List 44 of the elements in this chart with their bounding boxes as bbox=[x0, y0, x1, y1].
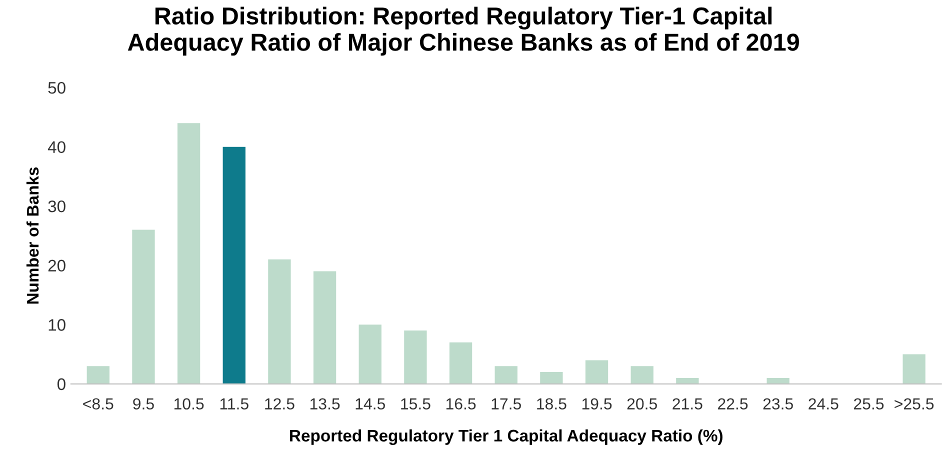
y-tick-label: 40 bbox=[48, 141, 66, 154]
bar bbox=[540, 372, 563, 384]
x-tick-label: 17.5 bbox=[492, 398, 521, 410]
x-tick-label: 10.5 bbox=[174, 398, 204, 410]
bar bbox=[630, 366, 654, 384]
chart-title: Ratio Distribution: Reported Regulatory Tier-1 Capital Adequacy Ratio of Major Chinese Banks as of End of 2019 bbox=[128, 6, 799, 56]
bar bbox=[585, 360, 608, 384]
bar bbox=[358, 324, 382, 384]
bar bbox=[449, 342, 472, 384]
y-axis-title: Number of Banks bbox=[26, 167, 39, 304]
y-tick-label: 20 bbox=[48, 260, 66, 272]
x-tick-label: 16.5 bbox=[446, 398, 476, 410]
x-tick-label: 18.5 bbox=[537, 398, 566, 410]
x-tick-label: 12.5 bbox=[265, 398, 294, 410]
bar bbox=[494, 366, 518, 384]
bar bbox=[676, 378, 699, 384]
x-tick-label: 24.5 bbox=[808, 398, 838, 410]
x-tick-label: 21.5 bbox=[672, 398, 702, 410]
x-tick-label: 15.5 bbox=[401, 398, 430, 410]
bar bbox=[902, 354, 926, 384]
bar bbox=[86, 366, 110, 384]
bar bbox=[766, 378, 790, 384]
y-tick-label: 50 bbox=[48, 82, 66, 94]
x-tick-label: 13.5 bbox=[310, 398, 340, 410]
x-axis-title: Reported Regulatory Tier 1 Capital Adequacy Ratio (%) bbox=[290, 429, 722, 445]
x-tick-label: <8.5 bbox=[83, 398, 114, 410]
x-tick-label: 20.5 bbox=[627, 398, 657, 410]
x-tick-label: 19.5 bbox=[582, 398, 612, 410]
bar bbox=[222, 146, 246, 384]
x-tick-label: 23.5 bbox=[763, 398, 793, 410]
bar bbox=[177, 123, 200, 384]
bar bbox=[268, 259, 291, 384]
x-tick-label: 25.5 bbox=[854, 398, 884, 410]
bar bbox=[313, 271, 336, 384]
y-tick-label: 10 bbox=[48, 319, 66, 331]
x-tick-label: 22.5 bbox=[718, 398, 748, 410]
x-tick-label: 14.5 bbox=[356, 398, 385, 410]
y-tick-label: 30 bbox=[48, 200, 66, 212]
x-tick-label: >25.5 bbox=[894, 398, 934, 410]
x-tick-label: 9.5 bbox=[133, 398, 154, 410]
x-tick-label: 11.5 bbox=[220, 398, 248, 410]
bar bbox=[404, 330, 427, 384]
bar bbox=[132, 230, 155, 384]
y-tick-label: 0 bbox=[57, 378, 66, 390]
